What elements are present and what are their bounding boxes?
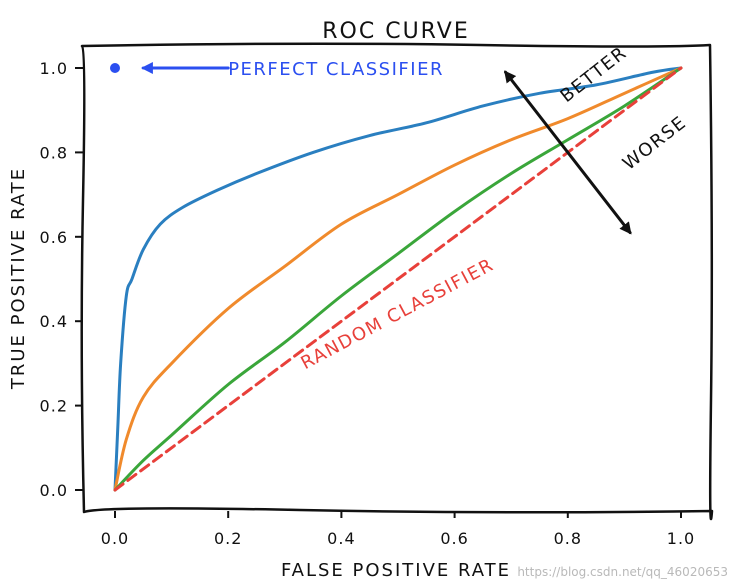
y-tick-label: 1.0: [40, 59, 68, 78]
x-tick-label: 0.6: [440, 529, 468, 548]
series-layer: [110, 63, 683, 492]
x-tick-label: 0.4: [327, 529, 355, 548]
better-worse-arrow: [504, 70, 632, 235]
worse-label: WORSE: [619, 112, 691, 175]
y-tick-label: 0.6: [40, 228, 68, 247]
x-tick-label: 1.0: [667, 529, 695, 548]
x-tick-label: 0.0: [101, 529, 129, 548]
perfect-classifier-point: [110, 63, 120, 73]
better-label: BETTER: [557, 42, 632, 107]
y-tick-label: 0.8: [40, 143, 68, 162]
x-axis-ticks: 0.0 0.2 0.4 0.6 0.8 1.0: [101, 511, 695, 548]
y-tick-label: 0.4: [40, 312, 68, 331]
x-axis-title: FALSE POSITIVE RATE: [281, 560, 511, 581]
watermark-text: https://blog.csdn.net/qq_46020653: [517, 565, 728, 579]
series-line-random-classifier: [113, 66, 683, 492]
random-classifier-label: RANDOM CLASSIFIER: [298, 254, 498, 374]
y-axis-title: TRUE POSITIVE RATE: [8, 167, 29, 390]
y-tick-label: 0.0: [40, 481, 68, 500]
perfect-classifier-label: PERFECT CLASSIFIER: [228, 59, 444, 80]
x-tick-label: 0.8: [554, 529, 582, 548]
annotation-layer: PERFECT CLASSIFIER RANDOM CLASSIFIER BETTE…: [140, 42, 691, 374]
chart-title: ROC CURVE: [322, 19, 469, 44]
y-axis-ticks: 0.0 0.2 0.4 0.6 0.8 1.0: [40, 59, 83, 500]
plot-frame: [80, 42, 714, 521]
y-tick-label: 0.2: [40, 397, 68, 416]
x-tick-label: 0.2: [214, 529, 242, 548]
